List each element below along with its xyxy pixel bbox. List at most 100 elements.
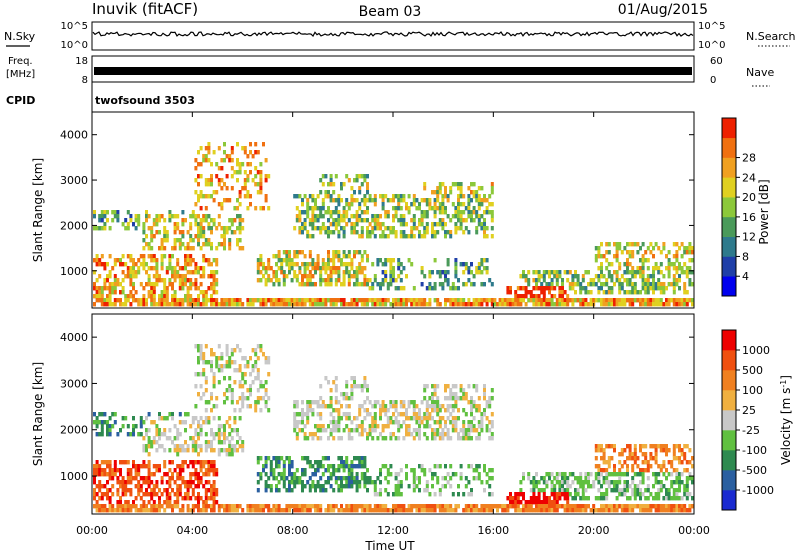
echo-cell xyxy=(142,246,146,251)
echo-cell xyxy=(329,404,333,409)
echo-cell xyxy=(574,274,577,279)
echo-cell xyxy=(659,448,663,453)
echo-cell xyxy=(397,218,401,223)
echo-cell xyxy=(519,298,523,303)
echo-cell xyxy=(373,488,377,493)
echo-cell xyxy=(446,396,450,401)
echo-cell xyxy=(415,298,419,303)
echo-cell xyxy=(394,404,398,409)
echo-cell xyxy=(373,222,377,227)
echo-cell xyxy=(389,302,393,307)
echo-cell xyxy=(210,348,213,353)
echo-cell xyxy=(168,412,172,417)
echo-cell xyxy=(194,440,198,445)
echo-cell xyxy=(145,262,148,267)
echo-cell xyxy=(238,368,242,373)
echo-cell xyxy=(579,290,583,295)
echo-cell xyxy=(659,508,663,513)
echo-cell xyxy=(436,400,440,405)
echo-cell xyxy=(613,448,616,453)
echo-cell xyxy=(306,202,310,207)
echo-cell xyxy=(454,262,458,267)
echo-cell xyxy=(680,496,684,501)
echo-cell xyxy=(384,262,388,267)
echo-cell xyxy=(324,226,328,231)
echo-cell xyxy=(657,508,661,513)
echo-cell xyxy=(332,508,336,513)
echo-cell xyxy=(477,396,481,401)
echo-cell xyxy=(184,496,187,501)
echo-cell xyxy=(186,448,190,453)
echo-cell xyxy=(641,472,645,477)
echo-cell xyxy=(202,294,206,299)
echo-cell xyxy=(602,302,606,307)
echo-cell xyxy=(402,194,406,199)
echo-cell xyxy=(306,210,310,215)
echo-cell xyxy=(158,278,161,283)
echo-cell xyxy=(347,206,351,211)
echo-cell xyxy=(238,214,242,219)
echo-cell xyxy=(381,222,385,227)
echo-cell xyxy=(165,298,169,303)
echo-cell xyxy=(529,298,533,303)
echo-cell xyxy=(290,488,294,493)
nsky-tick-top: 10^5 xyxy=(61,21,88,32)
echo-cell xyxy=(420,464,424,469)
echo-cell xyxy=(319,416,323,421)
echo-cell xyxy=(470,400,473,405)
echo-cell xyxy=(197,476,200,481)
echo-cell xyxy=(641,302,645,307)
echo-cell xyxy=(241,146,245,151)
echo-cell xyxy=(262,266,265,271)
echo-cell xyxy=(675,254,679,259)
echo-cell xyxy=(371,424,375,429)
x-tick-label: 04:00 xyxy=(176,524,208,537)
echo-cell xyxy=(490,476,494,481)
echo-cell xyxy=(516,504,520,509)
echo-cell xyxy=(111,484,115,489)
echo-cell xyxy=(353,476,356,481)
echo-cell xyxy=(407,508,411,513)
echo-cell xyxy=(197,424,200,429)
echo-cell xyxy=(646,488,650,493)
echo-cell xyxy=(158,294,161,299)
echo-cell xyxy=(246,174,250,179)
echo-cell xyxy=(181,278,185,283)
echo-cell xyxy=(168,428,172,433)
echo-cell xyxy=(584,286,588,291)
echo-cell xyxy=(137,218,141,223)
echo-cell xyxy=(256,372,260,377)
echo-cell xyxy=(176,222,180,227)
echo-cell xyxy=(688,246,692,251)
colorbar-tick-label: 20 xyxy=(742,191,756,204)
echo-cell xyxy=(259,476,263,481)
echo-cell xyxy=(600,456,603,461)
echo-cell xyxy=(483,298,486,303)
echo-cell xyxy=(165,266,169,271)
echo-cell xyxy=(259,384,263,389)
echo-cell xyxy=(462,230,466,235)
echo-cell xyxy=(236,298,239,303)
echo-cell xyxy=(366,396,369,401)
echo-cell xyxy=(555,508,559,513)
echo-cell xyxy=(210,242,213,247)
echo-cell xyxy=(288,504,291,509)
echo-cell xyxy=(376,504,380,509)
echo-cell xyxy=(441,286,445,291)
echo-cell xyxy=(251,154,255,159)
echo-cell xyxy=(353,380,356,385)
echo-cell xyxy=(446,428,450,433)
echo-cell xyxy=(519,508,523,513)
echo-cell xyxy=(597,444,601,449)
echo-cell xyxy=(142,226,146,231)
echo-cell xyxy=(165,500,169,505)
echo-cell xyxy=(514,500,518,505)
echo-cell xyxy=(165,416,169,421)
echo-cell xyxy=(319,424,323,429)
echo-cell xyxy=(171,476,174,481)
echo-cell xyxy=(319,266,323,271)
echo-cell xyxy=(210,298,213,303)
echo-cell xyxy=(327,182,330,187)
echo-cell xyxy=(555,504,559,509)
echo-cell xyxy=(389,282,393,287)
